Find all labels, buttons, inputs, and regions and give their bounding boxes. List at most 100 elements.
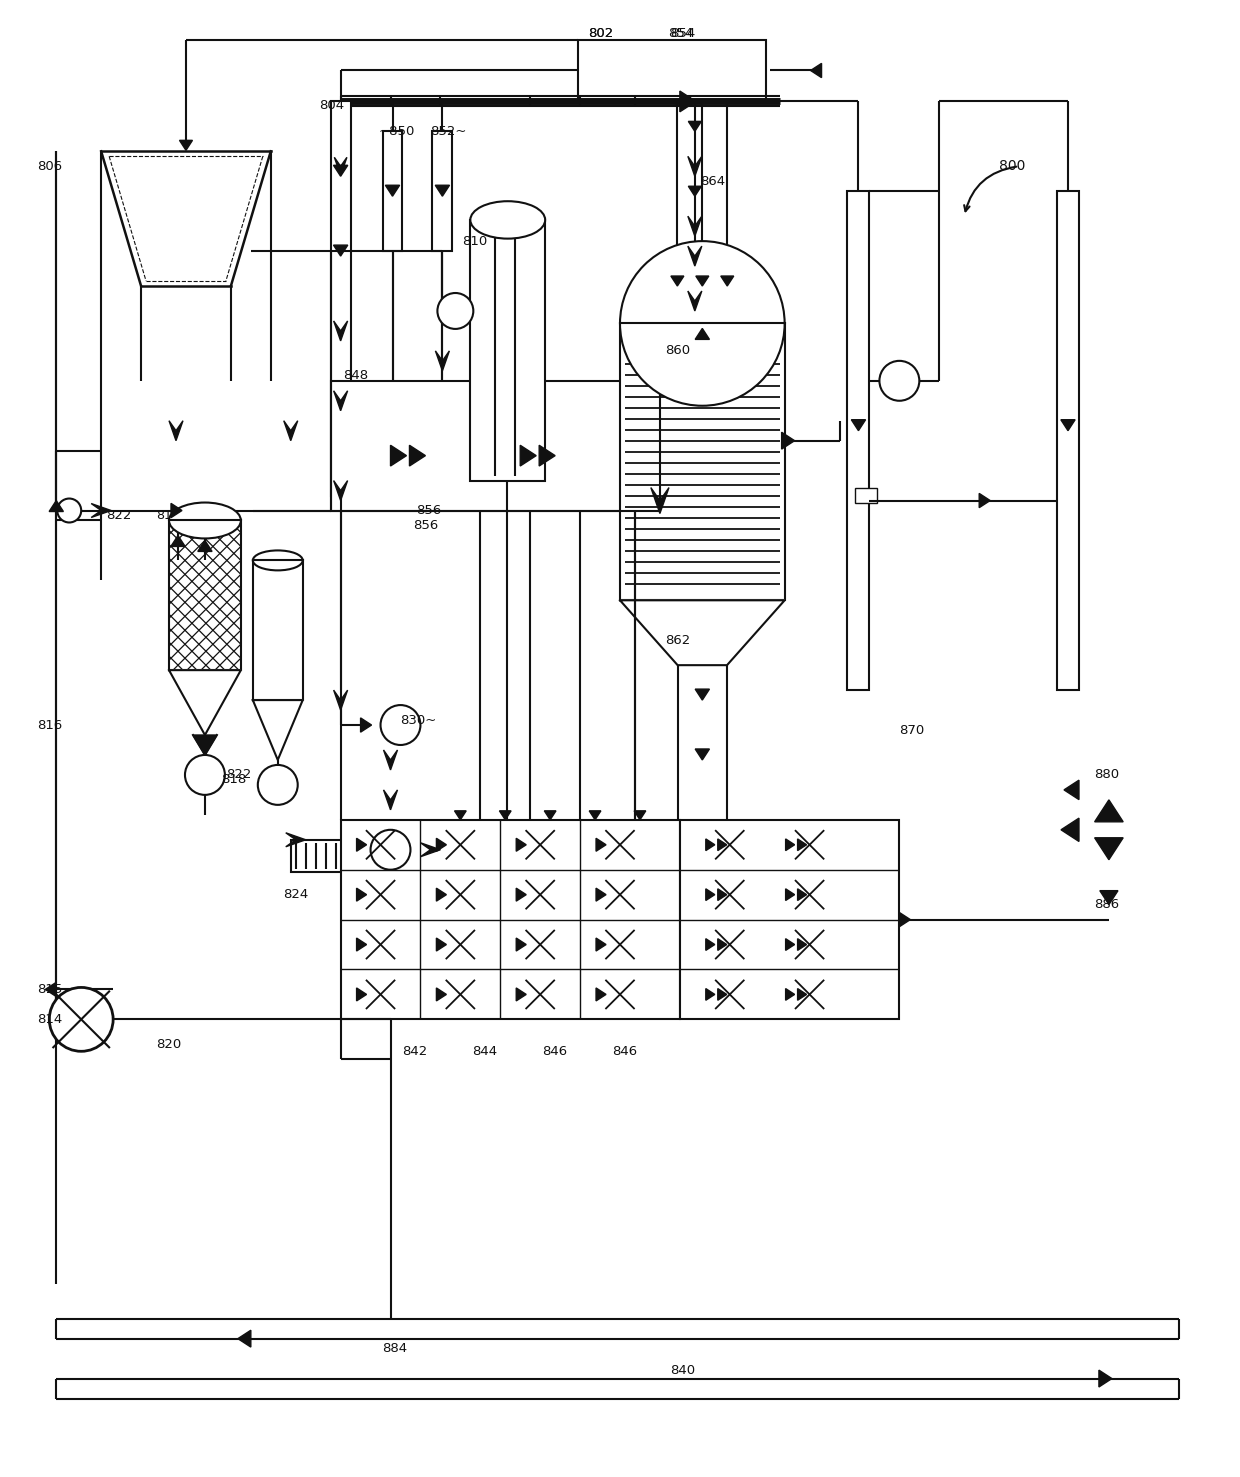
Text: 886: 886 bbox=[1094, 898, 1118, 911]
Polygon shape bbox=[797, 988, 806, 1000]
Text: 864: 864 bbox=[699, 174, 725, 188]
Bar bbox=[169, 498, 241, 520]
Polygon shape bbox=[797, 839, 806, 851]
Polygon shape bbox=[1100, 891, 1118, 904]
Polygon shape bbox=[516, 839, 526, 851]
Polygon shape bbox=[589, 811, 601, 820]
Polygon shape bbox=[334, 480, 347, 501]
Polygon shape bbox=[238, 1331, 250, 1347]
Polygon shape bbox=[852, 419, 866, 431]
Polygon shape bbox=[516, 988, 526, 1001]
Text: 884: 884 bbox=[382, 1343, 408, 1354]
Polygon shape bbox=[521, 445, 536, 467]
Bar bbox=[341, 820, 680, 1019]
Polygon shape bbox=[786, 889, 795, 901]
Text: 842: 842 bbox=[403, 1044, 428, 1058]
Polygon shape bbox=[1064, 780, 1079, 799]
Polygon shape bbox=[718, 939, 727, 950]
Text: 830~: 830~ bbox=[401, 713, 436, 727]
Polygon shape bbox=[786, 839, 795, 851]
Bar bbox=[253, 560, 303, 700]
Ellipse shape bbox=[169, 502, 241, 539]
Bar bbox=[331, 381, 660, 511]
Polygon shape bbox=[596, 988, 606, 1001]
Text: 870: 870 bbox=[899, 724, 925, 737]
Text: 804: 804 bbox=[319, 99, 343, 112]
Polygon shape bbox=[696, 749, 709, 761]
Ellipse shape bbox=[620, 241, 785, 406]
Circle shape bbox=[438, 292, 474, 329]
Text: ~850: ~850 bbox=[378, 126, 415, 137]
Bar bbox=[847, 191, 869, 690]
Text: 822: 822 bbox=[107, 510, 131, 521]
Bar bbox=[578, 40, 765, 102]
Ellipse shape bbox=[253, 551, 303, 570]
Polygon shape bbox=[46, 982, 56, 997]
Bar bbox=[856, 487, 878, 502]
Text: 844: 844 bbox=[472, 1044, 497, 1058]
Text: 846: 846 bbox=[542, 1044, 567, 1058]
Polygon shape bbox=[899, 913, 910, 926]
Polygon shape bbox=[706, 988, 714, 1000]
Polygon shape bbox=[435, 185, 450, 196]
Polygon shape bbox=[436, 888, 446, 901]
Polygon shape bbox=[539, 445, 556, 467]
Polygon shape bbox=[516, 888, 526, 901]
Polygon shape bbox=[171, 504, 182, 517]
Text: 800: 800 bbox=[999, 160, 1025, 173]
Polygon shape bbox=[334, 321, 347, 341]
Circle shape bbox=[371, 830, 410, 870]
Ellipse shape bbox=[470, 201, 546, 239]
Text: 840: 840 bbox=[670, 1365, 694, 1377]
Polygon shape bbox=[781, 433, 795, 449]
Text: 802: 802 bbox=[588, 27, 614, 40]
Polygon shape bbox=[169, 671, 241, 736]
Polygon shape bbox=[696, 328, 709, 340]
Polygon shape bbox=[980, 493, 991, 508]
Bar bbox=[331, 102, 351, 496]
Polygon shape bbox=[334, 690, 347, 710]
Text: 856: 856 bbox=[413, 518, 439, 532]
Polygon shape bbox=[696, 276, 709, 287]
Text: 822: 822 bbox=[226, 768, 252, 781]
Bar bbox=[253, 551, 303, 560]
Text: 854: 854 bbox=[670, 27, 696, 40]
Polygon shape bbox=[1061, 818, 1079, 842]
Polygon shape bbox=[391, 445, 407, 467]
Polygon shape bbox=[357, 988, 367, 1001]
Polygon shape bbox=[334, 245, 347, 256]
Polygon shape bbox=[50, 501, 63, 511]
Polygon shape bbox=[718, 988, 727, 1000]
Text: 856: 856 bbox=[417, 504, 441, 517]
Polygon shape bbox=[596, 839, 606, 851]
Circle shape bbox=[185, 755, 224, 795]
Polygon shape bbox=[634, 811, 646, 820]
Circle shape bbox=[381, 705, 420, 744]
Polygon shape bbox=[180, 140, 192, 151]
Bar bbox=[680, 820, 899, 1019]
Bar bbox=[290, 840, 358, 871]
Polygon shape bbox=[284, 421, 298, 440]
Polygon shape bbox=[688, 216, 702, 236]
Polygon shape bbox=[386, 185, 399, 196]
Polygon shape bbox=[720, 276, 734, 287]
Polygon shape bbox=[436, 988, 446, 1001]
Polygon shape bbox=[688, 121, 702, 131]
Bar bbox=[620, 241, 785, 323]
Polygon shape bbox=[1095, 837, 1123, 860]
Polygon shape bbox=[436, 839, 446, 851]
Polygon shape bbox=[544, 811, 556, 820]
Bar bbox=[620, 323, 785, 600]
Polygon shape bbox=[92, 504, 112, 517]
Circle shape bbox=[50, 988, 113, 1052]
Bar bbox=[1056, 191, 1079, 690]
Polygon shape bbox=[435, 352, 449, 371]
Polygon shape bbox=[436, 938, 446, 951]
Polygon shape bbox=[253, 700, 303, 761]
Polygon shape bbox=[680, 92, 696, 112]
Polygon shape bbox=[335, 158, 347, 176]
Bar bbox=[169, 520, 241, 671]
Polygon shape bbox=[797, 889, 806, 901]
Polygon shape bbox=[285, 833, 306, 846]
Text: 854: 854 bbox=[668, 27, 693, 40]
